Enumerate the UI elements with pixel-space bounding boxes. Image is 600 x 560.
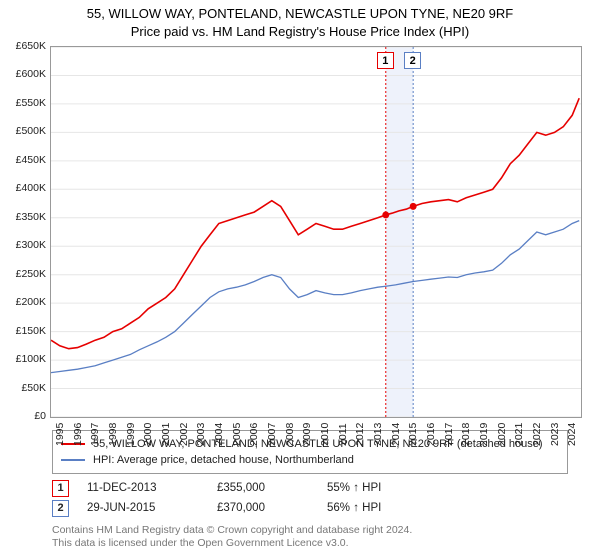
x-tick-label: 1998 [107,423,119,446]
y-tick-label: £650K [2,40,46,52]
y-tick-label: £500K [2,125,46,137]
x-tick-label: 1999 [125,423,137,446]
event-hpi-1: 55% ↑ HPI [327,482,381,494]
x-tick-label: 2012 [354,423,366,446]
x-tick-label: 2010 [319,423,331,446]
x-tick-label: 2014 [390,423,402,446]
footer-line-1: Contains HM Land Registry data © Crown c… [52,524,562,537]
x-tick-label: 2011 [337,423,349,446]
x-tick-label: 2006 [248,423,260,446]
event-price-2: £370,000 [217,502,327,514]
x-tick-label: 2004 [213,423,225,446]
y-tick-label: £300K [2,239,46,251]
chart-svg [51,47,581,417]
x-tick-label: 2015 [407,423,419,446]
legend-row-2: HPI: Average price, detached house, Nort… [61,452,559,468]
legend-label-2: HPI: Average price, detached house, Nort… [93,454,354,466]
x-tick-label: 2009 [301,423,313,446]
y-tick-label: £100K [2,353,46,365]
y-tick-label: £350K [2,211,46,223]
x-tick-label: 2018 [460,423,472,446]
x-tick-label: 2013 [372,423,384,446]
x-tick-label: 1996 [72,423,84,446]
y-tick-label: £450K [2,154,46,166]
event-date-1: 11-DEC-2013 [87,482,217,494]
x-tick-label: 2002 [178,423,190,446]
x-tick-label: 2021 [513,423,525,446]
x-tick-label: 2007 [266,423,278,446]
x-tick-label: 2017 [443,423,455,446]
y-tick-label: £600K [2,68,46,80]
x-tick-label: 2019 [478,423,490,446]
title-line-1: 55, WILLOW WAY, PONTELAND, NEWCASTLE UPO… [0,6,600,21]
event-marker-2: 2 [52,500,69,517]
y-tick-label: £50K [2,382,46,394]
x-tick-label: 2024 [566,423,578,446]
event-row-2: 2 29-JUN-2015 £370,000 56% ↑ HPI [52,498,381,518]
x-tick-label: 1995 [54,423,66,446]
x-tick-label: 2000 [142,423,154,446]
x-tick-label: 2022 [531,423,543,446]
footer-line-2: This data is licensed under the Open Gov… [52,537,562,550]
event-marker-1: 1 [52,480,69,497]
y-tick-label: £200K [2,296,46,308]
y-tick-label: £250K [2,268,46,280]
footer-attribution: Contains HM Land Registry data © Crown c… [52,524,562,550]
x-tick-label: 2005 [231,423,243,446]
event-date-2: 29-JUN-2015 [87,502,217,514]
event-price-1: £355,000 [217,482,327,494]
legend-swatch-2 [61,459,85,461]
x-tick-label: 2008 [284,423,296,446]
event-row-1: 1 11-DEC-2013 £355,000 55% ↑ HPI [52,478,381,498]
y-tick-label: £400K [2,182,46,194]
x-tick-label: 2001 [160,423,172,446]
chart-event-marker-1: 1 [377,52,394,69]
x-tick-label: 1997 [89,423,101,446]
chart-plot-area [50,46,582,418]
event-hpi-2: 56% ↑ HPI [327,502,381,514]
events-table: 1 11-DEC-2013 £355,000 55% ↑ HPI 2 29-JU… [52,478,381,518]
y-tick-label: £150K [2,325,46,337]
x-tick-label: 2023 [549,423,561,446]
x-tick-label: 2016 [425,423,437,446]
y-tick-label: £550K [2,97,46,109]
chart-event-marker-2: 2 [404,52,421,69]
x-tick-label: 2020 [496,423,508,446]
title-line-2: Price paid vs. HM Land Registry's House … [0,24,600,39]
y-tick-label: £0 [2,410,46,422]
x-tick-label: 2003 [195,423,207,446]
